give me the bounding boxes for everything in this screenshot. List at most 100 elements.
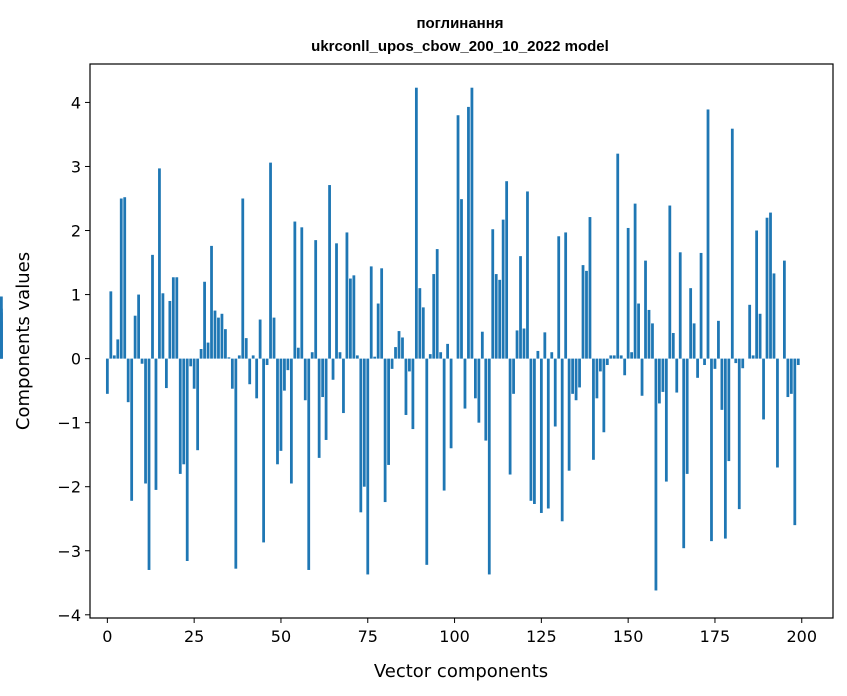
bar-56 xyxy=(300,227,304,359)
bar-36 xyxy=(230,358,234,389)
bar-35 xyxy=(227,357,231,359)
bar-12 xyxy=(147,358,151,570)
bar-95 xyxy=(435,249,439,359)
bar-37 xyxy=(234,358,238,569)
bar-49 xyxy=(276,358,279,465)
bar-182 xyxy=(737,358,741,510)
bar-76 xyxy=(369,266,373,359)
bar-31 xyxy=(213,310,217,359)
bar-87 xyxy=(408,358,411,372)
bar-65 xyxy=(331,358,335,380)
bar-73 xyxy=(359,358,363,513)
bar-58 xyxy=(307,358,311,570)
bar-23 xyxy=(185,358,189,561)
bar-3 xyxy=(116,339,120,359)
bar-181 xyxy=(734,358,738,364)
bar-145 xyxy=(609,355,613,359)
bar-42 xyxy=(251,355,255,359)
bar-64 xyxy=(328,185,331,359)
bar-34 xyxy=(224,329,227,359)
bar-183 xyxy=(741,358,745,369)
bar-54 xyxy=(293,221,297,359)
bar-161 xyxy=(664,358,668,482)
bar-1 xyxy=(109,291,113,359)
bar-6 xyxy=(126,358,130,403)
y-tick-label-3: 3 xyxy=(71,157,81,176)
bar-167 xyxy=(685,358,689,474)
bar-116 xyxy=(508,358,512,475)
bar-62 xyxy=(321,358,325,398)
bar-123 xyxy=(533,358,536,504)
bar-20 xyxy=(175,277,179,359)
bar-125 xyxy=(539,358,543,513)
bar-17 xyxy=(164,358,168,389)
bar-152 xyxy=(633,203,637,359)
bar-19 xyxy=(171,277,175,359)
bars-group xyxy=(0,87,800,591)
bar-114 xyxy=(501,219,505,359)
bar-140 xyxy=(592,358,595,460)
bar-38 xyxy=(237,355,241,359)
bar-112 xyxy=(494,274,498,359)
x-tick-label-175: 175 xyxy=(700,627,731,646)
y-tick-label-2: 2 xyxy=(71,222,81,241)
bar-22 xyxy=(182,358,186,465)
bar-126 xyxy=(543,332,547,359)
bar-193 xyxy=(776,358,779,468)
chart-title-line2: ukrconll_upos_cbow_200_10_2022 model xyxy=(311,38,609,55)
bar-18 xyxy=(168,300,172,359)
x-tick-label-0: 0 xyxy=(102,627,112,646)
bar-174 xyxy=(710,358,713,542)
bar-168 xyxy=(689,288,693,359)
bar-197 xyxy=(789,358,793,394)
bar-21 xyxy=(178,358,182,474)
plot-frame xyxy=(89,63,834,619)
bar-75 xyxy=(366,358,370,575)
bar-26 xyxy=(196,358,200,451)
bar-150 xyxy=(626,227,630,359)
bar-172 xyxy=(703,358,706,366)
bar-78 xyxy=(376,303,380,359)
bar-147 xyxy=(616,153,620,359)
bar-111 xyxy=(491,229,495,359)
y-tick-label--3: −3 xyxy=(57,542,81,561)
bar-151 xyxy=(630,352,634,359)
bar-109 xyxy=(484,358,488,441)
x-tick-label-200: 200 xyxy=(786,627,817,646)
bar-43 xyxy=(255,358,259,399)
bar-171 xyxy=(699,252,703,359)
bar-117 xyxy=(512,358,515,394)
bar-130 xyxy=(557,236,561,359)
bar-29 xyxy=(206,342,210,359)
bar-47 xyxy=(269,162,272,359)
bar-148 xyxy=(619,355,623,359)
bar-undefined xyxy=(0,312,3,359)
y-tick-label-4: 4 xyxy=(71,93,81,112)
y-axis-label: Components values xyxy=(13,252,34,430)
bar-86 xyxy=(404,358,408,415)
x-axis-ticks: 0 25 50 75 100 125 150 175 200 xyxy=(102,618,817,646)
bar-13 xyxy=(151,254,154,359)
bar-195 xyxy=(783,260,786,359)
bar-7 xyxy=(130,358,134,501)
bar-119 xyxy=(519,256,522,359)
bar-191 xyxy=(769,212,772,359)
bar-156 xyxy=(647,309,651,359)
bar-74 xyxy=(362,358,366,487)
bar-166 xyxy=(682,358,686,549)
bar-16 xyxy=(161,293,165,359)
bar-52 xyxy=(286,358,290,371)
bar-165 xyxy=(678,252,682,359)
bar-25 xyxy=(192,358,196,389)
bar-113 xyxy=(498,279,502,359)
y-tick-label-0: 0 xyxy=(71,350,81,369)
bar-70 xyxy=(349,278,352,359)
bar-129 xyxy=(553,358,557,427)
bar-101 xyxy=(456,115,460,359)
x-tick-label-150: 150 xyxy=(613,627,644,646)
bar-81 xyxy=(387,358,390,465)
bar-107 xyxy=(477,358,481,423)
bar-77 xyxy=(373,356,377,359)
bar-28 xyxy=(203,281,206,359)
x-axis-label: Vector components xyxy=(374,661,548,682)
